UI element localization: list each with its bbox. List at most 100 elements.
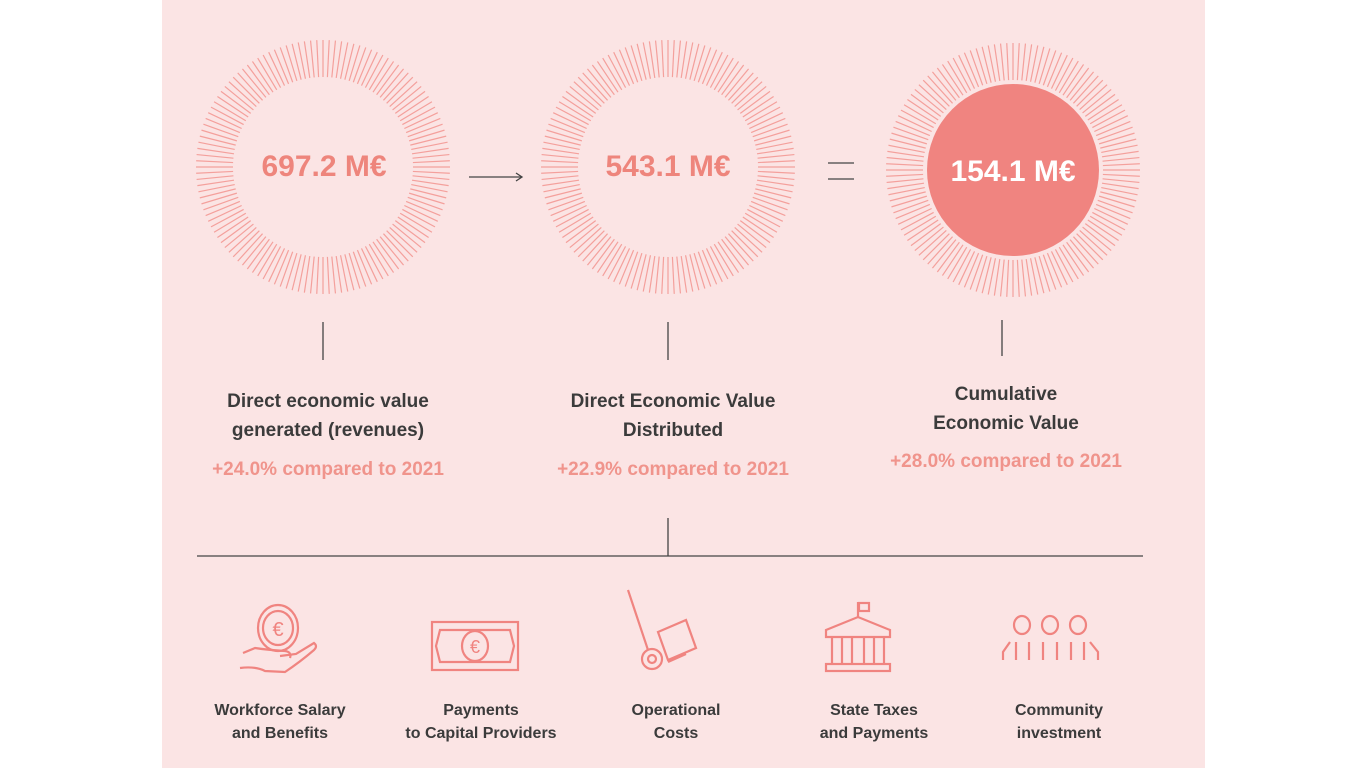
ray-line <box>210 208 244 228</box>
arrow-right-icon <box>469 172 524 182</box>
ray-line <box>1072 236 1099 265</box>
ray-line <box>331 256 337 294</box>
ray-line <box>910 223 942 247</box>
ray-line <box>1062 64 1085 96</box>
ray-line <box>392 223 422 249</box>
ray-line <box>654 40 660 78</box>
ray-line <box>993 44 1001 82</box>
ray-line <box>958 54 976 89</box>
ray-line <box>895 203 931 220</box>
metric-value-generated: 697.2 M€ <box>261 150 387 183</box>
ray-line <box>701 49 718 85</box>
category-line: investment <box>1016 725 1102 742</box>
ray-line <box>981 46 992 83</box>
connector-lines <box>197 320 1143 557</box>
ray-line <box>1079 84 1108 111</box>
ray-line <box>671 256 675 294</box>
ray-line <box>755 188 792 199</box>
ray-line <box>947 246 968 280</box>
ray-line <box>541 170 579 174</box>
category-line: Costs <box>653 725 699 742</box>
ray-line <box>1066 67 1090 99</box>
equals-icon <box>828 162 854 180</box>
ray-line <box>389 226 418 253</box>
category-line: Operational <box>631 702 721 719</box>
ray-line <box>636 254 647 291</box>
ray-line <box>752 123 788 138</box>
ray-line <box>750 117 786 134</box>
ray-line <box>661 256 665 294</box>
ray-line <box>999 259 1005 297</box>
government-building-icon <box>824 601 892 673</box>
ray-line <box>918 84 947 111</box>
ray-line <box>326 40 330 78</box>
ray-line <box>689 43 700 80</box>
ray-line <box>1042 50 1057 86</box>
ray-line <box>1029 258 1039 295</box>
ray-line <box>1076 79 1104 107</box>
ray-circle-distributed <box>541 40 795 294</box>
ray-line <box>1054 57 1074 91</box>
ray-line <box>404 112 439 130</box>
ray-line <box>684 42 694 79</box>
ray-line <box>291 43 302 80</box>
ray-line <box>1054 249 1074 283</box>
ray-line <box>232 76 260 104</box>
ray-line <box>1094 115 1129 133</box>
ray-line <box>237 72 264 101</box>
ray-line <box>356 249 373 285</box>
label-line: Direct economic value <box>227 391 429 412</box>
ray-line <box>316 256 320 294</box>
ray-line <box>326 256 330 294</box>
ray-line <box>1084 93 1116 117</box>
ray-line <box>684 255 694 292</box>
ray-line <box>565 220 597 244</box>
ray-line <box>889 191 926 202</box>
ray-line <box>661 40 665 78</box>
ray-line <box>1097 199 1133 214</box>
ray-line <box>1100 191 1137 202</box>
ray-line <box>410 135 447 146</box>
ray-line <box>262 54 282 88</box>
ray-line <box>196 153 234 159</box>
ray-line <box>394 90 426 114</box>
ray-line <box>907 98 939 121</box>
ray-line <box>577 230 605 258</box>
ray-line <box>372 241 395 273</box>
ray-line <box>411 183 448 193</box>
ray-line <box>285 45 298 82</box>
ray-line <box>731 76 759 104</box>
ray-line <box>914 88 944 114</box>
ray-line <box>268 248 286 283</box>
ray-line <box>630 252 643 289</box>
ray-line <box>285 252 298 289</box>
ray-line <box>558 212 592 233</box>
metric-label-generated: Direct economic value generated (revenues… <box>227 387 429 445</box>
ray-line <box>412 170 450 174</box>
ray-line <box>412 175 450 181</box>
ray-line <box>897 115 932 133</box>
ray-line <box>927 75 954 104</box>
ray-line <box>582 72 609 101</box>
ray-line <box>701 249 718 285</box>
ray-line <box>1021 43 1027 81</box>
ray-line <box>1076 233 1104 261</box>
ray-line <box>232 230 260 258</box>
ray-line <box>246 64 270 96</box>
ray-line <box>411 147 449 155</box>
ray-line <box>680 41 688 79</box>
ray-line <box>893 126 929 141</box>
label-line: Cumulative <box>954 384 1058 405</box>
category-community: Community investment <box>1015 699 1103 745</box>
ray-line <box>562 95 594 118</box>
ray-line <box>1101 186 1138 196</box>
ray-line <box>1025 258 1033 296</box>
ray-line <box>1095 120 1131 137</box>
ray-line <box>697 251 712 287</box>
ray-line <box>348 45 361 82</box>
change-distributed: +22.9% compared to 2021 <box>557 459 789 480</box>
category-line: Community <box>1015 702 1103 719</box>
ray-line <box>552 112 587 130</box>
ray-line <box>1102 163 1140 167</box>
ray-line <box>607 246 627 280</box>
